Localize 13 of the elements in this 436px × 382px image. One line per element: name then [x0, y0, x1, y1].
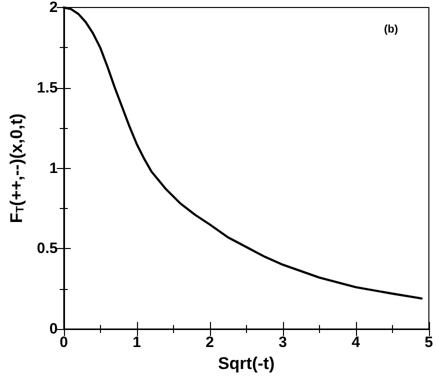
x-axis-title: Sqrt(-t): [218, 354, 275, 373]
y-tick-label: 0: [49, 320, 58, 338]
y-tick-label: 0.5: [36, 240, 58, 258]
y-tick-label: 1.5: [36, 79, 58, 96]
x-tick-label: 2: [206, 334, 214, 351]
y-tick-label: 2: [49, 0, 58, 16]
y-axis-title: FT(++,--)(x,0,t): [7, 113, 26, 224]
x-tick-label: 4: [352, 334, 361, 351]
x-tick-label: 3: [278, 334, 287, 351]
x-tick-label: 1: [132, 334, 141, 351]
x-tick-label: 5: [424, 334, 433, 351]
annotation: (b): [384, 24, 398, 36]
y-tick-label: 1: [49, 160, 58, 177]
